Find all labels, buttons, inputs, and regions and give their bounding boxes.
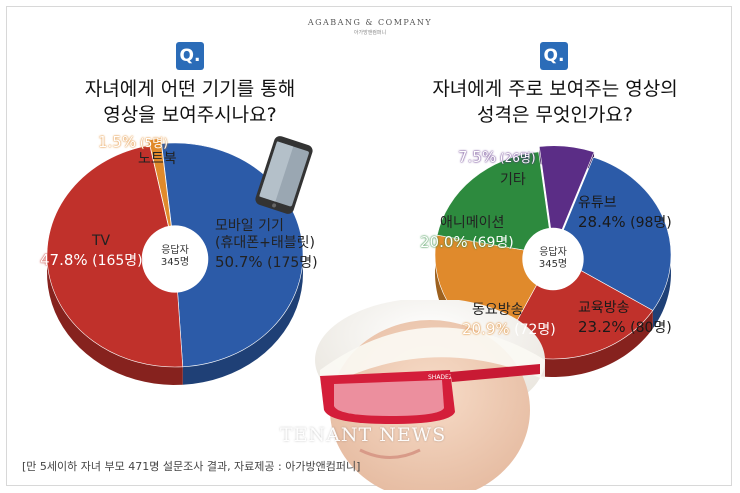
pie-1-slice-name-4: 기타 xyxy=(500,172,526,188)
right-question-badge: Q. xyxy=(540,42,568,70)
pie-1-slice-value-4: 7.5% (26명) xyxy=(458,148,536,166)
logo-sub-text: 아가방앤컴퍼니 xyxy=(353,30,387,36)
pie-1-label-1: 교육방송 23.2% (80명) xyxy=(578,300,672,337)
pie-0-center-hole xyxy=(141,225,209,293)
pie-0-slice-value-2: 1.5% (5명) xyxy=(98,133,168,151)
left-question-title: 자녀에게 어떤 기기를 통해 영상을 보여주시나요? xyxy=(84,78,296,126)
pie-1-slice-4 xyxy=(538,145,595,251)
brand-logo: AGABANG & COMPANY 아가방앤컴퍼니 xyxy=(0,18,740,36)
pie-1-slice-value-0: 28.4% (98명) xyxy=(578,213,672,231)
pie-0-slice-2 xyxy=(148,138,175,250)
pie-1-slice-name-2: 동요방송 xyxy=(472,302,524,318)
pie-1-slice-3 xyxy=(436,151,554,256)
smartphone-icon xyxy=(255,136,313,214)
pie-0-label-1: TV 47.8% (165명) xyxy=(40,233,143,270)
right-center-label: 응답자 345명 xyxy=(538,247,568,270)
pie-0-slice-name-2: 노트북 xyxy=(138,151,177,167)
pie-1 xyxy=(434,145,672,377)
pie-1-slice-name-1: 교육방송 xyxy=(578,300,630,316)
left-center-label: 응답자 345명 xyxy=(160,245,190,268)
source-footnote: [만 5세이하 자녀 부모 471명 설문조사 결과, 자료제공 : 아가방앤컴… xyxy=(22,460,361,473)
pie-1-slice-value-1: 23.2% (80명) xyxy=(578,318,672,336)
child-with-glasses-image: SHADEZ xyxy=(315,300,545,490)
pie-1-label-3: 애니메이션 20.0% (69명) xyxy=(420,215,514,252)
pie-0-slice-value-1: 47.8% (165명) xyxy=(40,251,143,269)
pie-1-slice-value-3: 20.0% (69명) xyxy=(420,233,514,251)
pie-0-slice-name-0: 모바일 기기 (휴대폰+태블릿) xyxy=(215,218,315,251)
pie-1-center-hole xyxy=(522,227,584,291)
watermark-text: TENANT NEWS xyxy=(280,424,447,446)
left-question-badge: Q. xyxy=(176,42,204,70)
pie-1-slice-0 xyxy=(552,156,672,311)
right-question-title: 자녀에게 주로 보여주는 영상의 성격은 무엇인가요? xyxy=(432,78,678,126)
logo-main-text: AGABANG & COMPANY xyxy=(307,18,433,27)
pie-1-slice-value-2: 20.9% (72명) xyxy=(462,320,556,338)
pie-1-slice-name-3: 애니메이션 xyxy=(440,215,505,231)
pie-1-label-4: 7.5% (26명) 기타 xyxy=(458,148,536,189)
svg-text:SHADEZ: SHADEZ xyxy=(428,374,453,381)
pie-0-label-0: 모바일 기기 (휴대폰+태블릿) 50.7% (175명) xyxy=(215,218,318,272)
pie-0-slice-name-1: TV xyxy=(92,233,111,249)
pie-1-slice-name-0: 유튜브 xyxy=(578,195,617,211)
pie-0-label-2: 1.5% (5명) 노트북 xyxy=(98,133,177,168)
pie-1-label-2: 동요방송 20.9% (72명) xyxy=(462,302,556,339)
pie-0-slice-value-0: 50.7% (175명) xyxy=(215,253,318,271)
pie-0-slice-1 xyxy=(46,144,184,368)
pie-1-label-0: 유튜브 28.4% (98명) xyxy=(578,195,672,232)
